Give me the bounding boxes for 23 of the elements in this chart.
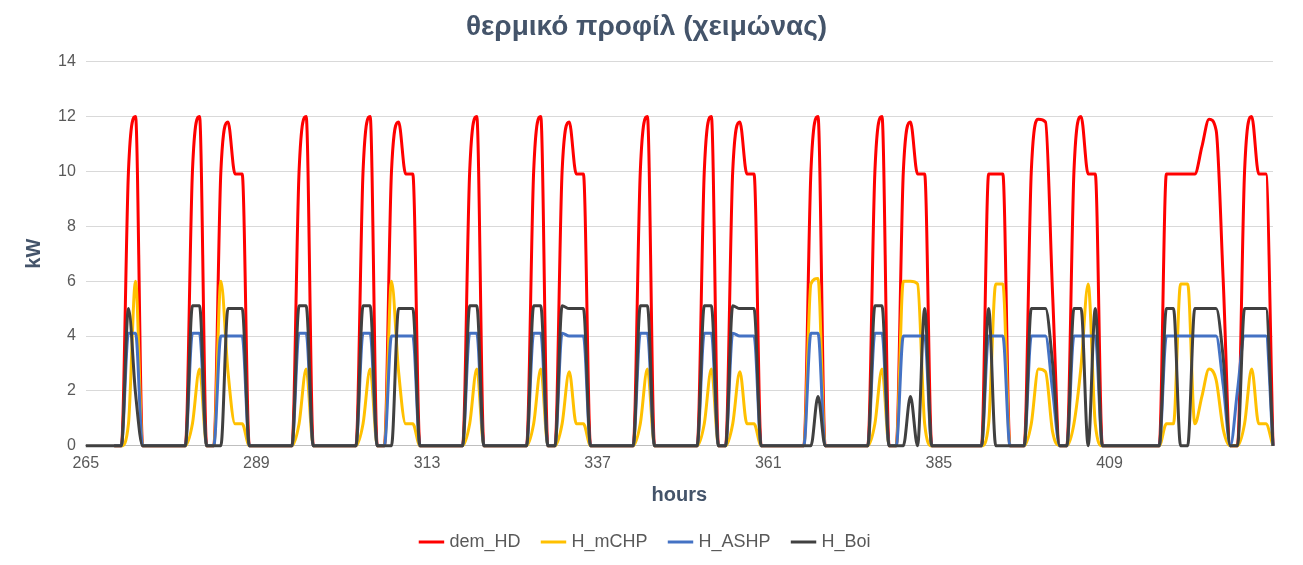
x-axis-title: hours [651,482,708,505]
y-tick-label: 0 [66,436,76,454]
x-tick-label: 313 [413,453,441,471]
y-tick-label: 10 [58,161,76,179]
legend-label: H_Boi [821,530,871,552]
x-tick-label: 385 [925,453,953,471]
x-tick-label: 265 [72,453,100,471]
line-series [84,304,1275,448]
x-tick-label: 289 [243,453,270,471]
chart-title: θερμικό προφίλ (χειμώνας) [465,9,828,41]
y-tick-label: 2 [66,381,76,399]
legend-label: dem_HD [449,530,521,552]
x-tick-label: 409 [1096,453,1123,471]
x-tick-label: 337 [584,453,612,471]
y-tick-label: 4 [66,326,76,344]
legend-label: H_mCHP [571,530,648,552]
legend-label: H_ASHP [698,530,771,552]
y-tick-label: 12 [58,106,76,124]
y-tick-label: 8 [66,216,76,234]
y-tick-label: 14 [58,52,76,70]
y-tick-label: 6 [66,271,76,289]
x-tick-label: 361 [754,453,782,471]
y-axis-title: kW [21,238,44,269]
